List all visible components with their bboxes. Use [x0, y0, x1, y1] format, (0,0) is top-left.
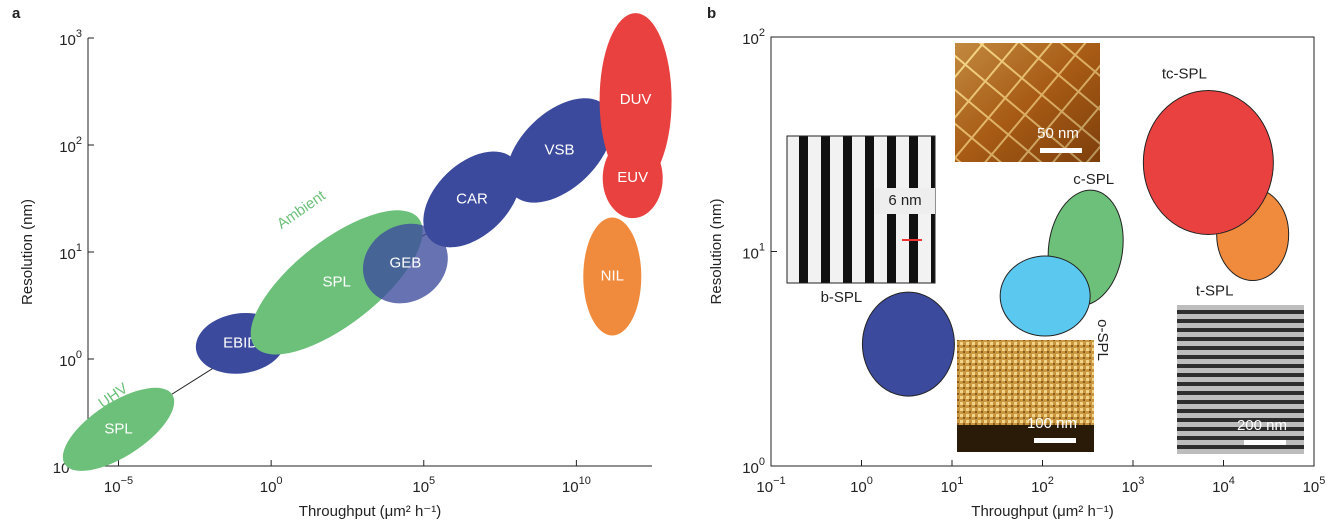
x-tick-label: 10−5	[104, 475, 133, 496]
region-label: c-SPL	[1073, 171, 1114, 188]
x-tick-label: 100	[850, 475, 873, 496]
y-tick-label: 100	[742, 456, 765, 477]
scale-label: 6 nm	[888, 192, 921, 209]
x-tick-label: 10−1	[756, 475, 785, 496]
region-label: tc-SPL	[1162, 65, 1207, 82]
scale-bar	[1244, 440, 1286, 445]
x-tick-label: 102	[1031, 475, 1054, 496]
region	[862, 292, 954, 396]
x-tick-label: 105	[412, 475, 435, 496]
y-tick-label: 102	[59, 135, 82, 156]
scale-bar	[1040, 148, 1082, 153]
region-label: t-SPL	[1196, 282, 1234, 299]
region-label: SPL	[104, 420, 132, 437]
region	[1000, 256, 1090, 336]
x-tick-label: 100	[260, 475, 283, 496]
x-tick-label: 1010	[562, 475, 591, 496]
region	[1143, 90, 1273, 234]
scale-label: 50 nm	[1037, 125, 1079, 142]
x-tick-label: 101	[941, 475, 964, 496]
region-label: b-SPL	[821, 289, 863, 306]
region-label: VSB	[545, 141, 575, 158]
region-label: NIL	[601, 267, 624, 284]
region-note: Ambient	[274, 187, 330, 233]
scale-bar	[1034, 438, 1076, 443]
figure: a10−5100105101010−1100101102103Throughpu…	[0, 0, 1331, 522]
x-axis-label: Throughput (μm² h⁻¹)	[299, 503, 441, 520]
y-tick-label: 100	[59, 349, 82, 370]
y-tick-label: 102	[742, 27, 765, 48]
x-tick-label: 103	[1122, 475, 1145, 496]
region-label: DUV	[620, 91, 652, 108]
y-tick-label: 101	[742, 241, 765, 262]
y-axis-label: Resolution (nm)	[708, 199, 725, 305]
y-tick-label: 101	[59, 242, 82, 263]
panel-label: b	[707, 5, 716, 22]
y-axis-label: Resolution (nm)	[19, 199, 36, 305]
region-label: o-SPL	[1094, 319, 1111, 361]
x-tick-label: 105	[1303, 475, 1326, 496]
x-tick-label: 104	[1212, 475, 1235, 496]
panel-label: a	[12, 5, 21, 22]
region-label: CAR	[456, 190, 488, 207]
region-label: GEB	[390, 255, 422, 272]
region-label: SPL	[322, 273, 350, 290]
inset-shade	[955, 43, 1100, 162]
x-axis-label: Throughput (μm² h⁻¹)	[971, 503, 1113, 520]
scale-label: 100 nm	[1027, 415, 1077, 432]
region-label: EUV	[617, 169, 648, 186]
y-tick-label: 103	[59, 28, 82, 49]
scale-label: 200 nm	[1237, 417, 1287, 434]
